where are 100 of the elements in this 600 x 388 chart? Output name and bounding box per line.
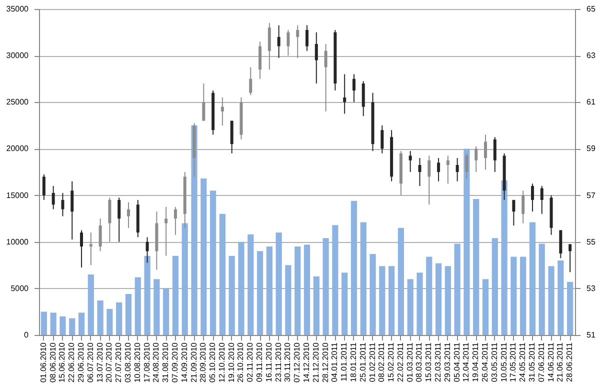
x-tick-label: 19.10.2010 [226, 342, 236, 383]
bar [332, 225, 338, 335]
candlestick [296, 24, 300, 58]
x-tick-label: 22.03.2011 [434, 342, 443, 382]
x-tick-label: 15.03.2011 [424, 342, 434, 382]
candlestick [108, 197, 112, 242]
x-tick-label: 26.04.2011 [480, 342, 490, 382]
bar [163, 288, 170, 335]
bar [548, 266, 554, 335]
x-tick-label: 21.09.2010 [189, 342, 198, 383]
x-tick-label: 07.09.2010 [170, 342, 180, 383]
candlestick [540, 185, 544, 214]
bar [473, 199, 480, 335]
x-tick-label: 29.06.2010 [76, 342, 86, 383]
bar [50, 312, 56, 335]
y-tick-label: 35000 [6, 4, 30, 14]
bar [248, 234, 254, 335]
candlestick [437, 158, 440, 182]
bar [538, 244, 545, 335]
x-tick-label: 09.11.2010 [255, 342, 264, 382]
candlestick [530, 183, 534, 212]
x-tick-label: 28.09.2010 [198, 342, 208, 383]
candlestick [118, 197, 121, 242]
candlestick [42, 174, 46, 200]
x-tick-label: 08.06.2010 [48, 342, 58, 383]
x-tick-label: 06.07.2010 [86, 342, 95, 383]
x-tick-label: 31.05.2011 [527, 342, 536, 382]
x-tick-label: 07.06.2011 [536, 342, 546, 382]
y2-tick-label: 61 [586, 98, 596, 107]
candlestick [286, 29, 290, 56]
bar [454, 244, 460, 335]
x-tick-label: 26.10.2010 [236, 342, 246, 383]
candlestick [456, 158, 459, 182]
candlestick [52, 185, 55, 210]
x-tick-label: 25.01.2011 [358, 342, 368, 382]
x-tick-label: 24.08.2010 [152, 342, 161, 383]
y-tick-label: 5000 [10, 284, 30, 293]
x-tick-label: 20.07.2010 [104, 342, 114, 383]
candlestick [362, 80, 365, 117]
x-tick-label: 13.07.2010 [95, 342, 104, 383]
x-tick-label: 21.06.2011 [556, 342, 565, 382]
bar [313, 276, 320, 335]
x-tick-label: 16.11.2010 [264, 342, 274, 382]
bar [40, 312, 47, 335]
bar [492, 238, 498, 335]
candlestick [428, 155, 431, 206]
candlestick [352, 74, 356, 103]
bar [482, 279, 489, 335]
y-tick-label: 25000 [6, 98, 30, 107]
candlestick [380, 124, 384, 154]
candlestick [61, 192, 64, 217]
x-tick-label: 01.02.2011 [368, 342, 377, 382]
candlestick [268, 22, 271, 70]
bar [106, 308, 113, 335]
x-tick-label: 01.06.2010 [38, 342, 48, 383]
y2-tick-label: 63 [586, 51, 596, 60]
x-tick-label: 30.11.2010 [283, 342, 292, 382]
candlestick [220, 96, 224, 126]
y2-tick-label: 57 [586, 190, 596, 200]
candlestick [126, 202, 130, 228]
candlestick [418, 158, 422, 186]
bar [116, 302, 122, 335]
candlestick [202, 83, 206, 122]
bar [285, 265, 292, 335]
candlestick [408, 150, 412, 172]
x-tick-label: 23.11.2010 [274, 342, 283, 382]
bar [520, 256, 526, 335]
bar [144, 256, 150, 335]
candlestick [568, 244, 572, 273]
bar [191, 125, 198, 335]
x-tick-label: 04.01.2011 [330, 342, 340, 382]
bar [69, 318, 76, 335]
candlestick [249, 66, 252, 96]
y2-tick-label: 59 [586, 144, 596, 154]
bar [294, 246, 301, 335]
bar [370, 254, 376, 335]
candlestick [522, 190, 525, 224]
x-tick-label: 17.08.2010 [142, 342, 152, 383]
x-tick-label: 12.04.2011 [462, 342, 471, 382]
candlestick [559, 230, 562, 259]
y-tick-label: 30000 [6, 51, 30, 60]
bar [379, 266, 386, 335]
bar [60, 316, 66, 335]
bar [360, 222, 366, 335]
x-tick-label: 03.05.2011 [490, 342, 499, 382]
bar [435, 263, 442, 335]
candlestick [512, 199, 516, 226]
x-tick-label: 15.06.2010 [58, 342, 67, 383]
bar [444, 266, 451, 335]
bar [125, 294, 132, 335]
bar [88, 274, 94, 335]
x-tick-label: 07.12.2010 [292, 342, 302, 383]
x-tick-label: 14.09.2010 [180, 342, 189, 383]
x-tick-label: 14.12.2010 [302, 342, 311, 383]
candlestick [70, 180, 74, 240]
candlestick [474, 146, 478, 172]
x-tick-label: 22.02.2011 [396, 342, 405, 382]
y-tick-label: 10000 [6, 237, 30, 246]
x-tick-label: 22.06.2010 [67, 342, 76, 383]
candlestick [80, 230, 84, 268]
